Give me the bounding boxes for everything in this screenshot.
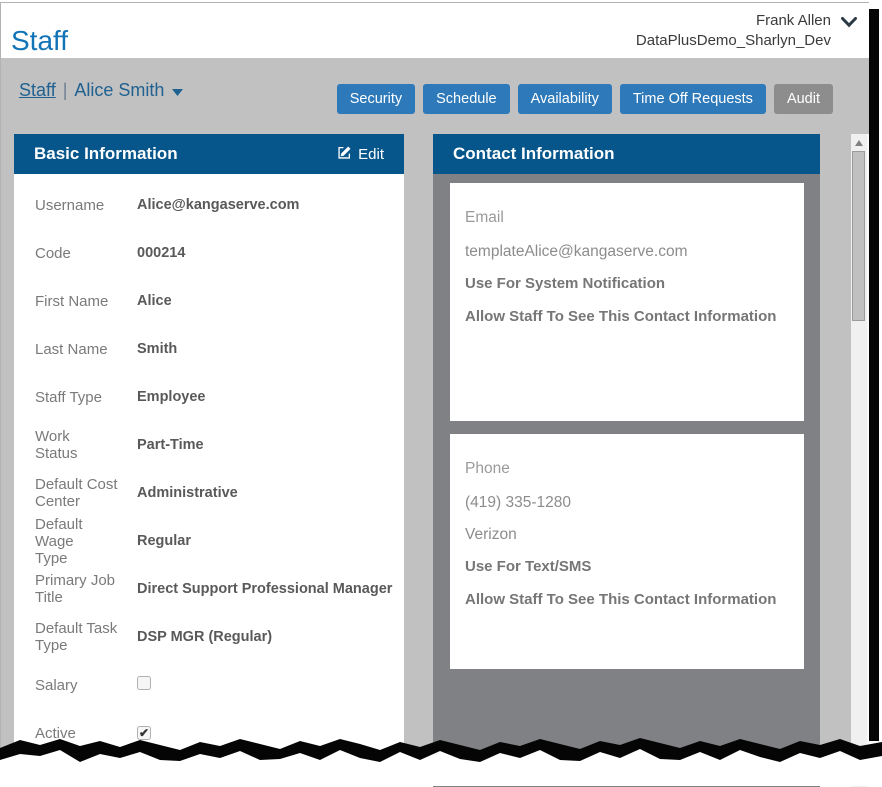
- availability-button[interactable]: Availability: [517, 84, 612, 114]
- time-off-requests-button[interactable]: Time Off Requests: [619, 84, 766, 114]
- torn-edge-right: [869, 9, 879, 741]
- contact-info-title: Contact Information: [453, 144, 615, 163]
- basic-info-panel: Basic Information Edit Username Alice@kan…: [14, 134, 404, 787]
- contact-info-body: Email templateAlice@kangaserve.com Use For…: [433, 174, 820, 787]
- audit-button[interactable]: Audit: [773, 84, 833, 114]
- basic-info-body: Username Alice@kangaserve.com Code 000214 Fi…: [14, 174, 404, 787]
- field-row-first-name: First Name Alice: [14, 277, 404, 325]
- field-value: Part-Time: [137, 436, 204, 453]
- field-row-default-wage-type: Default Wage Type Regular: [14, 515, 404, 567]
- staff-selector-dropdown[interactable]: Alice Smith: [74, 80, 184, 101]
- breadcrumb-staff-link[interactable]: Staff: [19, 80, 56, 100]
- user-name: Frank Allen: [755, 12, 831, 29]
- page-title: Staff: [11, 25, 69, 56]
- contact-card-title: Email: [465, 209, 504, 226]
- vertical-scrollbar[interactable]: [851, 134, 867, 787]
- field-row-salary: Salary: [14, 661, 404, 709]
- contact-card-title: Phone: [465, 460, 510, 477]
- field-row-work-status: Work Status Part-Time: [14, 421, 404, 469]
- field-row-active: Active ✔: [14, 709, 404, 757]
- field-row-default-task-type: Default Task Type DSP MGR (Regular): [14, 613, 404, 661]
- field-value: Alice@kangaserve.com: [137, 196, 300, 213]
- field-row-username: Username Alice@kangaserve.com: [14, 181, 404, 229]
- top-bar: Staff Frank Allen DataPlusDemo_Sharlyn_D…: [1, 3, 869, 58]
- field-label: Primary Job Title: [35, 572, 116, 606]
- contact-card-flag: Use For Text/SMS: [465, 558, 592, 575]
- scrollbar-thumb[interactable]: [852, 151, 865, 321]
- field-label: Code: [35, 244, 71, 262]
- field-value: Regular: [137, 532, 191, 549]
- field-value: Alice: [137, 292, 172, 309]
- field-value[interactable]: ✔: [137, 725, 159, 742]
- field-label: Active: [35, 724, 76, 742]
- caret-down-icon: [172, 80, 184, 101]
- field-label: Username: [35, 196, 105, 214]
- field-value: Employee: [137, 388, 206, 405]
- field-label: Staff Type: [35, 388, 102, 406]
- field-value[interactable]: [137, 675, 159, 695]
- command-bar: Staff | Alice Smith Security Schedule Avai…: [1, 58, 869, 128]
- contact-card-value: (419) 335-1280: [465, 494, 571, 511]
- security-button[interactable]: Security: [336, 84, 416, 114]
- contact-info-header: Contact Information: [433, 134, 820, 174]
- nav-button-group: Security Schedule Availability Time Off Req…: [336, 84, 833, 114]
- scrollbar-up-arrow-icon[interactable]: [855, 140, 863, 146]
- scrollbar-edge: [867, 134, 870, 787]
- field-label: First Name: [35, 292, 109, 310]
- field-row-last-name: Last Name Smith: [14, 325, 404, 373]
- field-label: Salary: [35, 676, 78, 694]
- field-row-staff-type: Staff Type Employee: [14, 373, 404, 421]
- contact-info-panel: Contact Information Email templateAlice@k…: [433, 134, 820, 787]
- chevron-down-icon[interactable]: [841, 15, 857, 33]
- contact-card-flag: Allow Staff To See This Contact Informat…: [465, 308, 777, 325]
- contact-card-flag: Use For System Notification: [465, 275, 666, 292]
- field-value: Administrative: [137, 484, 238, 501]
- environment-name: DataPlusDemo_Sharlyn_Dev: [635, 32, 831, 49]
- basic-info-header: Basic Information Edit: [14, 134, 404, 174]
- field-label: Default Cost Center: [35, 476, 118, 510]
- field-row-default-cost-center: Default Cost Center Administrative: [14, 469, 404, 517]
- field-value: Direct Support Professional Manager: [137, 580, 393, 597]
- torn-edge-bottom: [0, 738, 882, 786]
- field-value: 000214: [137, 244, 186, 261]
- field-label: Work Status: [35, 428, 78, 462]
- current-staff-name: Alice Smith: [74, 80, 165, 100]
- salary-checkbox[interactable]: [137, 675, 151, 690]
- field-row-code: Code 000214: [14, 229, 404, 277]
- field-value: DSP MGR (Regular): [137, 628, 273, 645]
- email-contact-card: Email templateAlice@kangaserve.com Use For…: [450, 183, 804, 421]
- breadcrumb-separator: |: [62, 80, 68, 100]
- field-row-primary-job-title: Primary Job Title Direct Support Professi…: [14, 565, 404, 613]
- active-checkbox[interactable]: ✔: [137, 725, 151, 740]
- schedule-button[interactable]: Schedule: [423, 84, 510, 114]
- basic-info-title: Basic Information: [34, 144, 178, 163]
- phone-contact-card: Phone (419) 335-1280 Verizon Use For Text/S…: [450, 434, 804, 669]
- breadcrumb: Staff | Alice Smith: [19, 80, 184, 101]
- contact-card-value: Verizon: [465, 526, 517, 543]
- field-label: Last Name: [35, 340, 108, 358]
- contact-card-value: templateAlice@kangaserve.com: [465, 243, 688, 260]
- contact-card-flag: Allow Staff To See This Contact Informat…: [465, 591, 777, 608]
- pencil-square-icon: [337, 145, 352, 164]
- edit-button[interactable]: Edit: [337, 145, 384, 164]
- field-label: Default Wage Type: [35, 515, 83, 567]
- user-menu[interactable]: Frank Allen DataPlusDemo_Sharlyn_Dev: [636, 11, 857, 51]
- field-value: Smith: [137, 340, 178, 357]
- field-label: Default Task Type: [35, 620, 118, 654]
